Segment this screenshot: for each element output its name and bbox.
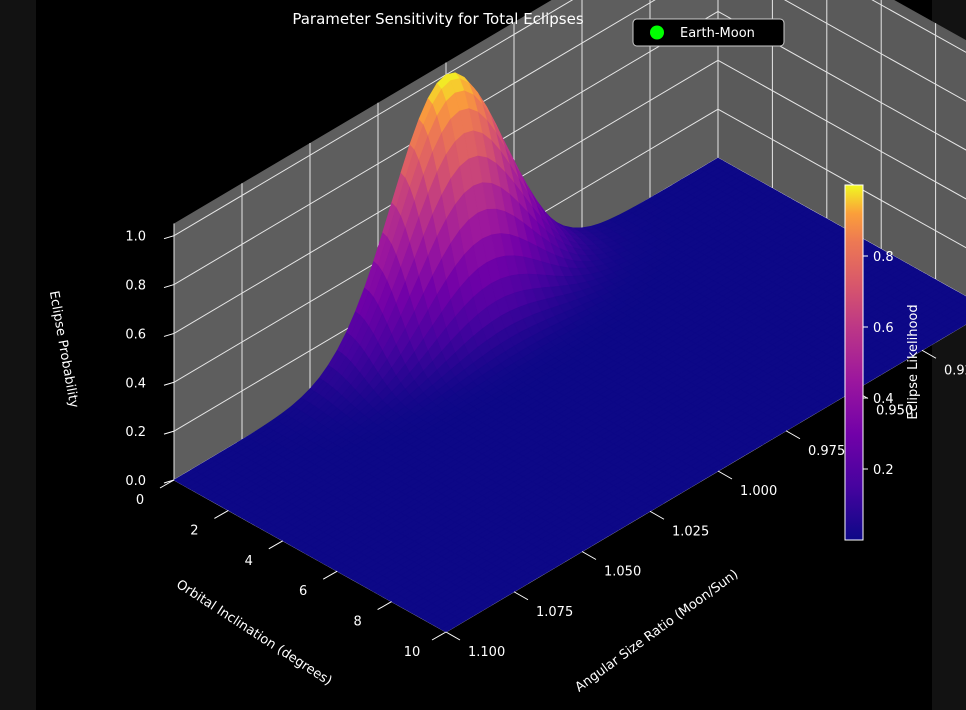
legend-label: Earth-Moon: [680, 26, 755, 41]
legend-marker-icon: [650, 25, 664, 40]
right-wall-pane: [718, 0, 966, 297]
y-tick-label: 1.100: [468, 645, 505, 660]
gridline: [871, 0, 966, 53]
x-tick-label: 10: [404, 645, 421, 660]
y-tick-label: 1.050: [604, 565, 641, 580]
colorbar-gradient: [844, 184, 864, 541]
colorbar-tick-label: 0.4: [873, 392, 894, 407]
x-tick-label: 0: [136, 493, 144, 508]
y-tick-label: 1.025: [672, 524, 709, 539]
x-tick-label: 2: [190, 523, 198, 538]
z-tick-label: 0.8: [125, 279, 146, 294]
z-tick-label: 1.0: [125, 230, 146, 245]
legend[interactable]: Earth-Moon: [632, 18, 785, 47]
z-tick-label: 0.6: [125, 327, 146, 342]
colorbar-tick-label: 0.8: [873, 250, 894, 265]
colorbar-tick-label: 0.2: [873, 463, 894, 478]
chart-title: Parameter Sensitivity for Total Eclipses: [292, 10, 583, 28]
colorbar-label: Eclipse Likelihood: [906, 304, 921, 419]
y-tick-label: 1.075: [536, 605, 573, 620]
z-tick-label: 0.2: [125, 425, 146, 440]
surface-plot: [173, 72, 966, 633]
gridline: [783, 0, 966, 102]
y-tick-label: 0.925: [944, 363, 966, 378]
z-tick-label: 0.4: [125, 376, 146, 391]
z-tick-label: 0.0: [125, 474, 146, 489]
gridline: [717, 59, 966, 200]
x-tick-label: 8: [353, 615, 361, 630]
x-tick-label: 6: [299, 584, 307, 599]
colorbar-tick-label: 0.6: [873, 321, 894, 336]
y-tick-label: 1.000: [740, 484, 777, 499]
x-tick-label: 4: [245, 554, 253, 569]
y-tick-label: 0.975: [808, 444, 845, 459]
